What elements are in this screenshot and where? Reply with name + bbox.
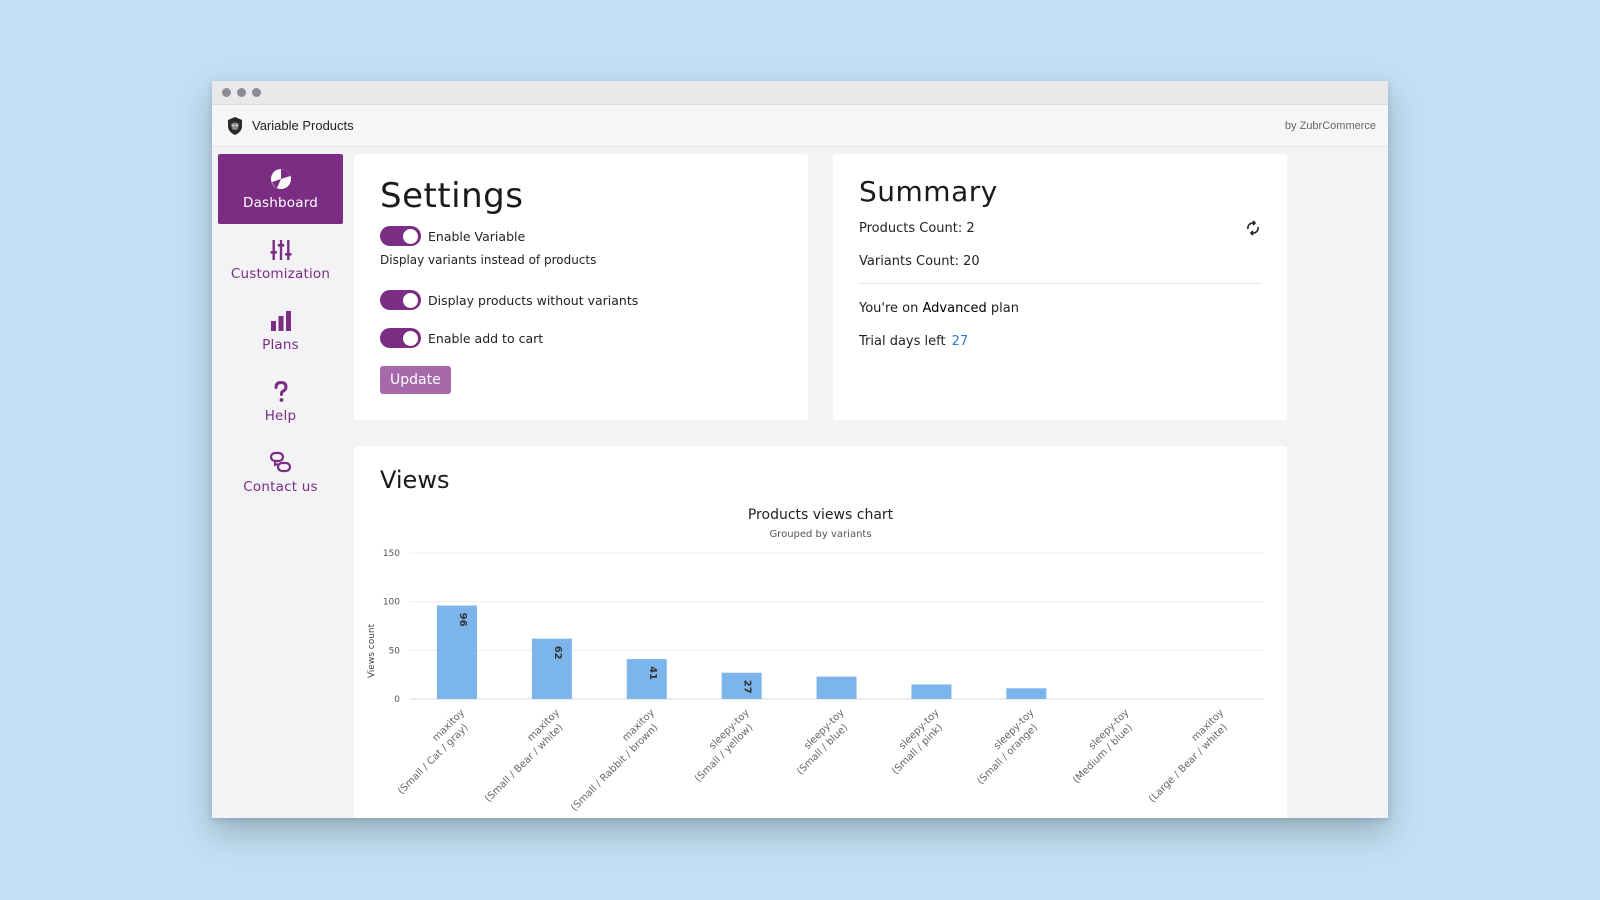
- summary-card: Summary Products Count: 2 Variants Count…: [833, 154, 1287, 420]
- x-category-label: sleepy-toy(Medium / blue): [1062, 707, 1141, 786]
- sidebar-item-dashboard[interactable]: Dashboard: [218, 154, 343, 224]
- bison-shield-icon: [228, 116, 242, 135]
- x-category-label: sleepy-toy(Small / pink): [881, 707, 951, 777]
- chart-subtitle: Grouped by variants: [769, 529, 871, 540]
- x-category-label: maxitoy(Large / Bear / white): [1138, 707, 1236, 805]
- chat-bubbles-icon: [269, 451, 291, 473]
- plan-prefix: You're on: [859, 301, 919, 316]
- bar: [531, 638, 572, 699]
- enable-variable-row: Enable Variable: [380, 226, 782, 246]
- window-titlebar: [212, 81, 1388, 105]
- y-tick-label: 50: [389, 646, 401, 656]
- enable-add-to-cart-label: Enable add to cart: [428, 330, 544, 346]
- x-category-label: sleepy-toy(Small / orange): [966, 707, 1046, 787]
- x-category-label-line: (Large / Bear / white): [1147, 722, 1230, 805]
- enable-variable-label: Enable Variable: [428, 228, 526, 244]
- plan-row: You're on Advanced plan: [859, 301, 1261, 316]
- display-without-variants-label: Display products without variants: [428, 292, 639, 308]
- summary-title: Summary: [859, 175, 998, 208]
- brand: Variable Products: [226, 116, 354, 136]
- y-tick-label: 100: [383, 598, 400, 608]
- settings-title: Settings: [380, 176, 524, 216]
- products-count-row: Products Count: 2: [859, 220, 1261, 236]
- window-maximize-dot[interactable]: [252, 88, 261, 97]
- views-chart-container: Products views chart Grouped by variants 0…: [354, 504, 1287, 818]
- y-tick-label: 0: [394, 695, 400, 705]
- window-close-dot[interactable]: [222, 88, 231, 97]
- y-tick-label: 150: [383, 549, 400, 559]
- bar: [626, 659, 667, 699]
- views-card: Views Products views chart Grouped by var…: [354, 446, 1287, 818]
- products-views-chart: Products views chart Grouped by variants 0…: [367, 507, 1264, 814]
- plan-name: Advanced: [922, 301, 987, 316]
- display-without-variants-toggle[interactable]: [380, 290, 421, 310]
- bar: [911, 684, 952, 699]
- trial-row: Trial days left 27: [859, 334, 1261, 349]
- pie-chart-icon: [270, 169, 291, 189]
- sidebar-item-label: Plans: [262, 337, 299, 353]
- vendor-byline: by ZubrCommerce: [1284, 119, 1376, 132]
- x-category-label: sleepy-toy(Small / yellow): [684, 707, 761, 784]
- sidebar-item-help[interactable]: Help: [218, 367, 343, 437]
- window-minimize-dot[interactable]: [237, 88, 246, 97]
- data-label: 41: [647, 666, 658, 680]
- products-count: Products Count: 2: [859, 220, 975, 236]
- x-category-label: maxitoy(Small / Cat / gray): [387, 707, 477, 797]
- sidebar: Dashboard Customization Plans: [218, 154, 343, 509]
- x-category-label: sleepy-toy(Small / blue): [786, 707, 856, 777]
- sidebar-item-label: Dashboard: [242, 195, 319, 211]
- update-button[interactable]: Update: [380, 366, 451, 394]
- app-window: Variable Products by ZubrCommerce Dashbo…: [212, 81, 1388, 818]
- app-title: Variable Products: [252, 118, 354, 133]
- sidebar-item-label: Help: [264, 408, 297, 424]
- enable-variable-toggle[interactable]: [380, 226, 421, 246]
- sidebar-item-contact-us[interactable]: Contact us: [218, 438, 343, 508]
- sliders-icon: [270, 240, 291, 260]
- sidebar-item-label: Customization: [230, 266, 331, 282]
- bar: [816, 676, 857, 699]
- bar: [1006, 688, 1047, 699]
- chart-title: Products views chart: [748, 507, 894, 523]
- data-label: 96: [457, 613, 468, 627]
- variants-count: Variants Count: 20: [859, 254, 980, 269]
- summary-divider: [859, 283, 1261, 284]
- x-category-label-line: (Small / Bear / white): [483, 722, 566, 805]
- variants-count-row: Variants Count: 20: [859, 254, 1261, 269]
- bar: [437, 605, 477, 699]
- sidebar-item-customization[interactable]: Customization: [218, 225, 343, 295]
- plan-suffix: plan: [990, 301, 1019, 316]
- enable-variable-helper: Display variants instead of products: [380, 253, 597, 267]
- x-category-label: maxitoy(Small / Rabbit / brown): [560, 707, 666, 813]
- settings-card: Settings Enable Variable Display variant…: [354, 154, 808, 420]
- enable-add-to-cart-row: Enable add to cart: [380, 328, 782, 348]
- trial-days-value: 27: [951, 334, 969, 349]
- data-label: 27: [742, 680, 753, 694]
- trial-label: Trial days left: [859, 334, 946, 349]
- y-axis-label: Views count: [367, 623, 377, 678]
- views-title: Views: [380, 466, 450, 494]
- x-category-label-line: (Small / Rabbit / brown): [569, 722, 660, 813]
- bar: [721, 672, 762, 699]
- question-mark-icon: [274, 380, 288, 402]
- sidebar-item-plans[interactable]: Plans: [218, 296, 343, 366]
- app-header: Variable Products by ZubrCommerce: [212, 105, 1388, 147]
- enable-add-to-cart-toggle[interactable]: [380, 328, 421, 348]
- refresh-icon[interactable]: [1245, 220, 1261, 236]
- sidebar-item-label: Contact us: [243, 479, 318, 495]
- x-category-label: maxitoy(Small / Bear / white): [474, 707, 571, 804]
- bar-chart-icon: [270, 311, 291, 331]
- display-without-variants-row: Display products without variants: [380, 290, 782, 310]
- data-label: 62: [552, 646, 563, 660]
